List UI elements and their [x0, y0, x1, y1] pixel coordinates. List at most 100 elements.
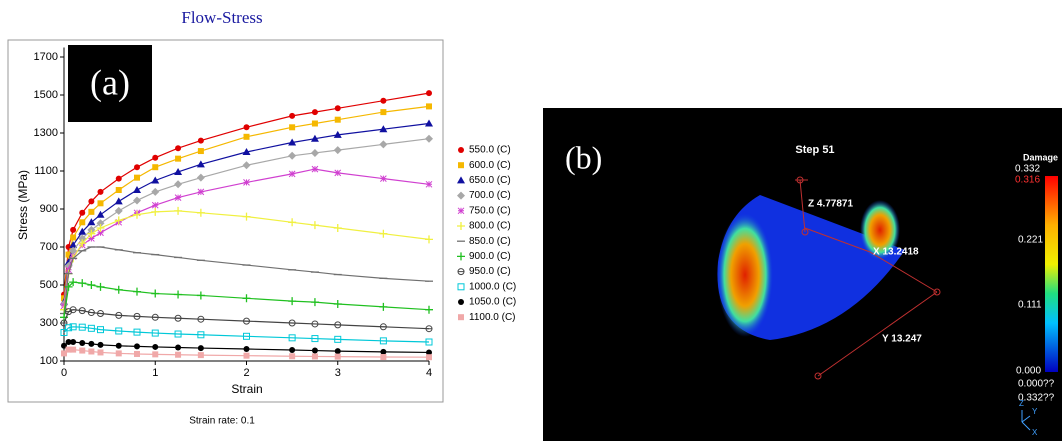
point	[98, 189, 104, 195]
y-dimension: Y 13.247	[882, 334, 922, 345]
legend-marker	[457, 192, 465, 200]
point	[288, 218, 296, 226]
point	[116, 343, 122, 349]
legend-label: 950.0 (C)	[469, 266, 511, 277]
point	[312, 109, 318, 115]
legend-marker	[457, 222, 465, 230]
series-line	[64, 247, 429, 314]
point	[198, 148, 204, 154]
point	[115, 197, 123, 204]
point	[175, 156, 181, 162]
point	[134, 164, 140, 170]
point	[311, 298, 319, 306]
point	[98, 349, 104, 355]
point	[379, 140, 387, 148]
legend-marker	[458, 269, 464, 275]
colorbar-label: 0.111	[1018, 300, 1042, 311]
point	[98, 311, 104, 317]
point	[174, 180, 182, 188]
point	[116, 312, 122, 318]
panel-label: (b)	[565, 139, 602, 175]
point	[79, 219, 85, 225]
point	[151, 188, 159, 196]
point	[335, 348, 341, 354]
triad-z: Z	[1019, 399, 1024, 408]
point	[243, 213, 251, 221]
point	[88, 341, 94, 347]
point	[116, 350, 122, 356]
point	[175, 315, 181, 321]
point	[133, 196, 141, 204]
point	[134, 343, 140, 349]
point	[312, 166, 318, 172]
point	[243, 161, 251, 169]
point	[70, 235, 76, 241]
x-tick-label: 2	[243, 367, 249, 379]
legend-label: 700.0 (C)	[469, 190, 511, 201]
point	[334, 300, 342, 308]
y-tick-label: 900	[40, 203, 58, 215]
point	[133, 288, 141, 296]
point	[197, 291, 205, 299]
point	[379, 230, 387, 238]
point	[426, 90, 432, 96]
point	[335, 170, 341, 176]
point	[335, 322, 341, 328]
legend-label: 750.0 (C)	[469, 205, 511, 216]
point	[175, 195, 181, 201]
point	[115, 216, 123, 224]
point	[426, 103, 432, 109]
point	[133, 186, 141, 193]
point	[174, 291, 182, 299]
note: Strain rate: 0.1	[189, 416, 255, 427]
colorbar-label: 0.316	[1015, 175, 1040, 186]
point	[115, 207, 123, 215]
legend-marker	[458, 147, 464, 153]
legend-marker	[458, 162, 464, 168]
legend-label: 600.0 (C)	[469, 160, 511, 171]
point	[98, 342, 104, 348]
point	[288, 152, 296, 160]
legend-label: 900.0 (C)	[469, 251, 511, 262]
y-axis-label: Stress (MPa)	[16, 170, 30, 240]
point	[380, 98, 386, 104]
point	[97, 283, 105, 291]
x-dimension: X 13.2418	[873, 247, 919, 258]
y-tick-label: 300	[40, 317, 58, 329]
point	[152, 351, 158, 357]
step-label: Step 51	[795, 144, 834, 156]
point	[79, 210, 85, 216]
point	[79, 348, 85, 354]
point	[380, 354, 386, 360]
page: {"chart_data": {"type": "line", "title":…	[0, 0, 1062, 441]
point	[334, 146, 342, 154]
point	[426, 354, 432, 360]
colorbar-label: 0.000??	[1018, 379, 1055, 390]
point	[97, 211, 105, 218]
point	[70, 339, 76, 345]
point	[425, 135, 433, 143]
point	[115, 286, 123, 294]
point	[289, 113, 295, 119]
point	[175, 345, 181, 351]
point	[116, 187, 122, 193]
chart-title: Flow-Stress	[181, 8, 262, 27]
point	[244, 353, 250, 359]
point	[70, 307, 76, 313]
point	[289, 353, 295, 359]
panel-label: (a)	[90, 62, 130, 102]
y-tick-label: 500	[40, 279, 58, 291]
point	[379, 303, 387, 311]
point	[197, 209, 205, 217]
point	[426, 181, 432, 187]
point	[134, 351, 140, 357]
point	[289, 347, 295, 353]
point	[289, 320, 295, 326]
colorbar	[1045, 176, 1058, 372]
point	[335, 117, 341, 123]
point	[380, 349, 386, 355]
triad-x: X	[1032, 428, 1038, 437]
point	[152, 314, 158, 320]
point	[426, 326, 432, 332]
legend-label: 800.0 (C)	[469, 221, 511, 232]
